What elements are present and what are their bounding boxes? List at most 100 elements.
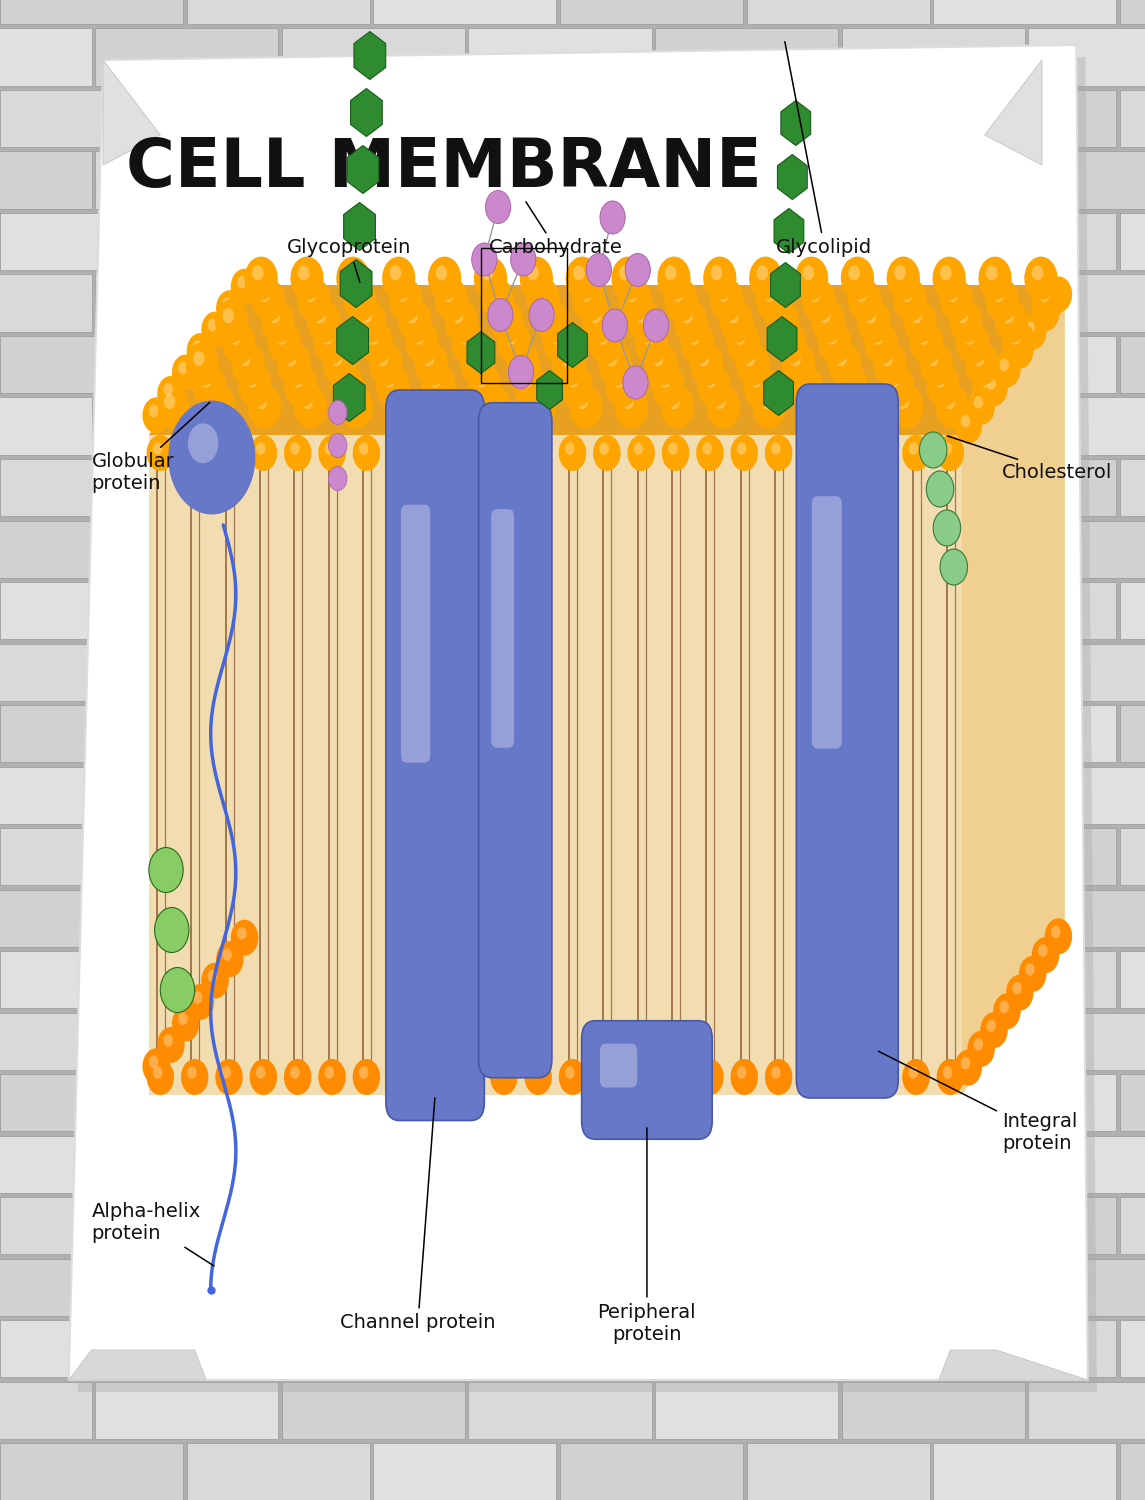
Ellipse shape xyxy=(760,394,772,410)
Ellipse shape xyxy=(477,386,511,429)
Ellipse shape xyxy=(164,382,173,396)
Ellipse shape xyxy=(238,363,271,407)
Bar xyxy=(655,1013,838,1070)
Ellipse shape xyxy=(194,351,205,366)
Circle shape xyxy=(149,847,183,892)
Ellipse shape xyxy=(284,1059,311,1095)
Bar xyxy=(1120,1443,1145,1500)
Circle shape xyxy=(600,201,625,234)
Bar xyxy=(282,398,465,454)
Bar xyxy=(1120,951,1145,1008)
Bar xyxy=(747,582,930,639)
Ellipse shape xyxy=(147,435,174,471)
Ellipse shape xyxy=(987,378,996,390)
Ellipse shape xyxy=(344,266,355,280)
Ellipse shape xyxy=(696,1059,724,1095)
FancyBboxPatch shape xyxy=(491,509,514,748)
Text: Glycolipid: Glycolipid xyxy=(776,42,872,256)
Ellipse shape xyxy=(324,442,334,454)
Bar xyxy=(282,28,465,86)
Ellipse shape xyxy=(564,442,575,454)
Ellipse shape xyxy=(544,308,555,324)
Ellipse shape xyxy=(1039,303,1048,315)
Bar xyxy=(187,828,370,885)
Ellipse shape xyxy=(973,396,984,408)
Ellipse shape xyxy=(1000,358,1009,370)
Polygon shape xyxy=(939,1350,1088,1380)
Ellipse shape xyxy=(756,278,789,321)
Ellipse shape xyxy=(574,266,585,280)
Circle shape xyxy=(643,309,669,342)
Bar xyxy=(1120,1074,1145,1131)
Ellipse shape xyxy=(812,300,845,344)
Ellipse shape xyxy=(773,321,806,364)
Polygon shape xyxy=(537,370,562,410)
Ellipse shape xyxy=(1044,918,1072,954)
Ellipse shape xyxy=(207,320,218,332)
Ellipse shape xyxy=(645,342,678,386)
Ellipse shape xyxy=(393,1066,403,1078)
Polygon shape xyxy=(340,260,372,308)
Bar xyxy=(282,1013,465,1070)
Ellipse shape xyxy=(414,342,448,386)
Polygon shape xyxy=(558,322,587,368)
Ellipse shape xyxy=(590,308,601,324)
Ellipse shape xyxy=(868,435,895,471)
Circle shape xyxy=(926,471,954,507)
Bar xyxy=(468,766,652,824)
Bar xyxy=(560,582,743,639)
Ellipse shape xyxy=(290,442,300,454)
Bar xyxy=(0,0,183,24)
Polygon shape xyxy=(354,32,386,80)
Bar xyxy=(0,459,183,516)
Ellipse shape xyxy=(396,286,408,302)
Ellipse shape xyxy=(524,1059,552,1095)
Ellipse shape xyxy=(963,330,976,345)
Ellipse shape xyxy=(564,1066,575,1078)
Bar xyxy=(560,705,743,762)
Ellipse shape xyxy=(696,435,724,471)
Ellipse shape xyxy=(237,276,246,288)
Ellipse shape xyxy=(731,435,758,471)
Bar xyxy=(933,1443,1116,1500)
Ellipse shape xyxy=(215,1059,243,1095)
Ellipse shape xyxy=(1002,321,1035,364)
Ellipse shape xyxy=(903,300,937,344)
Bar xyxy=(1120,828,1145,885)
Bar xyxy=(747,459,930,516)
Bar xyxy=(933,213,1116,270)
Bar xyxy=(1028,1258,1145,1316)
Ellipse shape xyxy=(284,363,317,407)
Ellipse shape xyxy=(718,286,729,302)
Ellipse shape xyxy=(665,266,677,280)
Ellipse shape xyxy=(593,1059,621,1095)
Bar xyxy=(373,90,556,147)
Ellipse shape xyxy=(353,435,380,471)
Ellipse shape xyxy=(956,321,989,364)
Ellipse shape xyxy=(520,256,553,300)
Ellipse shape xyxy=(727,321,760,364)
Polygon shape xyxy=(149,435,962,1095)
Bar xyxy=(0,1136,92,1192)
Bar xyxy=(0,644,92,700)
Ellipse shape xyxy=(934,372,946,387)
Ellipse shape xyxy=(560,363,593,407)
Ellipse shape xyxy=(1039,945,1048,957)
FancyBboxPatch shape xyxy=(386,390,484,1120)
Ellipse shape xyxy=(490,435,518,471)
Bar xyxy=(842,644,1025,700)
Circle shape xyxy=(511,243,536,276)
Ellipse shape xyxy=(572,278,606,321)
Ellipse shape xyxy=(291,256,324,300)
Ellipse shape xyxy=(527,278,560,321)
Bar xyxy=(468,398,652,454)
Ellipse shape xyxy=(393,442,403,454)
Ellipse shape xyxy=(221,1066,231,1078)
Ellipse shape xyxy=(202,312,229,348)
Bar xyxy=(747,705,930,762)
Ellipse shape xyxy=(164,394,175,410)
Bar xyxy=(1120,90,1145,147)
Polygon shape xyxy=(149,285,1065,435)
Ellipse shape xyxy=(231,268,259,304)
Ellipse shape xyxy=(1032,266,1043,280)
